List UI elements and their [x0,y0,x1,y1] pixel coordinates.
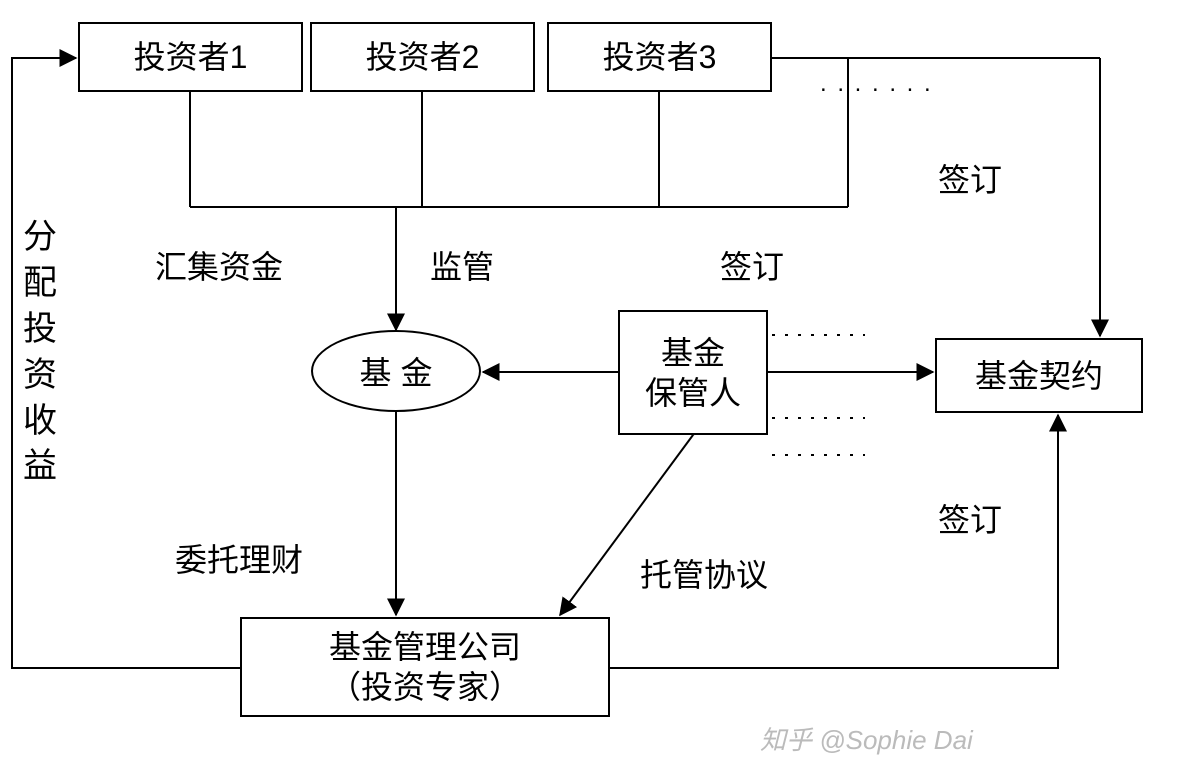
node-label: 基金管理公司 （投资专家） [329,627,521,707]
node-investor-2: 投资者2 [310,22,535,92]
node-manager: 基金管理公司 （投资专家） [240,617,610,717]
edge-label-distribute: 分配投资收益 [23,215,57,490]
edge-label-sign-top: 签订 [720,242,784,288]
node-fund: 基 金 [311,330,481,412]
node-contract: 基金契约 [935,338,1143,413]
node-label: 投资者2 [366,37,480,77]
node-label: 基金契约 [975,356,1103,396]
node-custodian: 基金 保管人 [618,310,768,435]
node-label: 投资者1 [134,37,248,77]
edge-label-sign-right-up: 签订 [938,155,1002,201]
edge-label-supervise: 监管 [430,242,494,288]
ellipsis-dots: . . . . . . . [820,70,933,98]
watermark: 知乎 @Sophie Dai [760,720,973,757]
edge-label-sign-right-down: 签订 [938,495,1002,541]
node-label: 基金 保管人 [645,333,741,413]
node-label: 投资者3 [603,37,717,77]
edge-label-collect: 汇集资金 [155,242,283,288]
edge-label-entrust: 委托理财 [175,535,303,581]
node-label: 基 金 [360,348,433,394]
edge-label-custody: 托管协议 [640,550,768,596]
node-investor-1: 投资者1 [78,22,303,92]
node-investor-3: 投资者3 [547,22,772,92]
diagram-canvas: 投资者1 投资者2 投资者3 . . . . . . . 基 金 基金 保管人 … [0,0,1185,770]
